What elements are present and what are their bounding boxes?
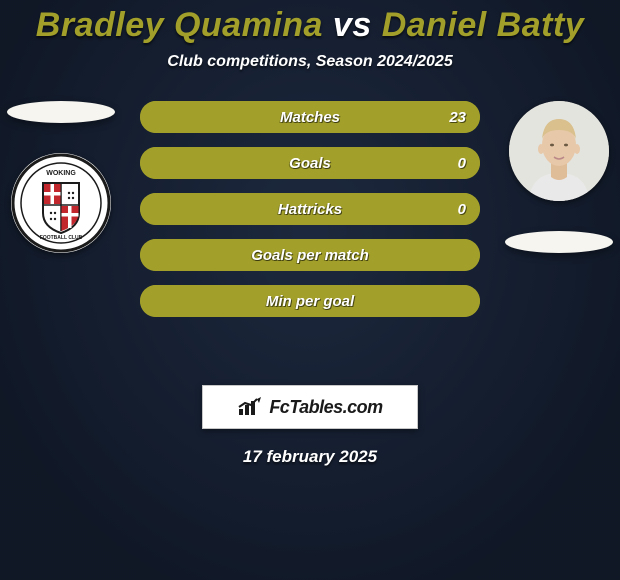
player2-name: Daniel Batty [382, 6, 585, 44]
brand-badge: FcTables.com [202, 385, 418, 429]
stat-label: Min per goal [266, 293, 354, 310]
stat-row: Goals 0 [140, 147, 480, 179]
avatar-icon [509, 101, 609, 201]
player2-avatar [509, 101, 609, 201]
player1-column: WOKING FOOTBALL CLUB [6, 101, 116, 253]
stat-label: Goals per match [251, 247, 369, 264]
player1-avatar-placeholder [7, 101, 115, 123]
stat-value-p2: 0 [458, 155, 466, 172]
stat-pills: Matches 23 Goals 0 Hattricks 0 Goals per match… [140, 101, 480, 317]
subtitle: Club competitions, Season 2024/2025 [0, 53, 620, 71]
player2-column [504, 101, 614, 253]
stat-row: Min per goal [140, 285, 480, 317]
player1-club-crest: WOKING FOOTBALL CLUB [11, 153, 111, 253]
svg-text:WOKING: WOKING [46, 170, 76, 177]
stat-row: Hattricks 0 [140, 193, 480, 225]
stat-label: Matches [280, 109, 340, 126]
comparison-area: WOKING FOOTBALL CLUB [0, 101, 620, 361]
stat-row: Goals per match [140, 239, 480, 271]
stat-row: Matches 23 [140, 101, 480, 133]
stat-label: Goals [289, 155, 331, 172]
page-title: Bradley Quamina vs Daniel Batty [0, 6, 620, 45]
chart-icon [237, 397, 263, 417]
player1-name: Bradley Quamina [36, 6, 323, 44]
vs-label: vs [333, 6, 372, 44]
crest-icon: WOKING FOOTBALL CLUB [11, 153, 111, 253]
content: Bradley Quamina vs Daniel Batty Club com… [0, 0, 620, 580]
stat-value-p2: 23 [449, 109, 466, 126]
brand-text: FcTables.com [269, 397, 382, 418]
stat-value-p2: 0 [458, 201, 466, 218]
svg-text:FOOTBALL CLUB: FOOTBALL CLUB [40, 235, 83, 241]
stat-label: Hattricks [278, 201, 342, 218]
date-label: 17 february 2025 [0, 447, 620, 467]
player2-club-placeholder [505, 231, 613, 253]
